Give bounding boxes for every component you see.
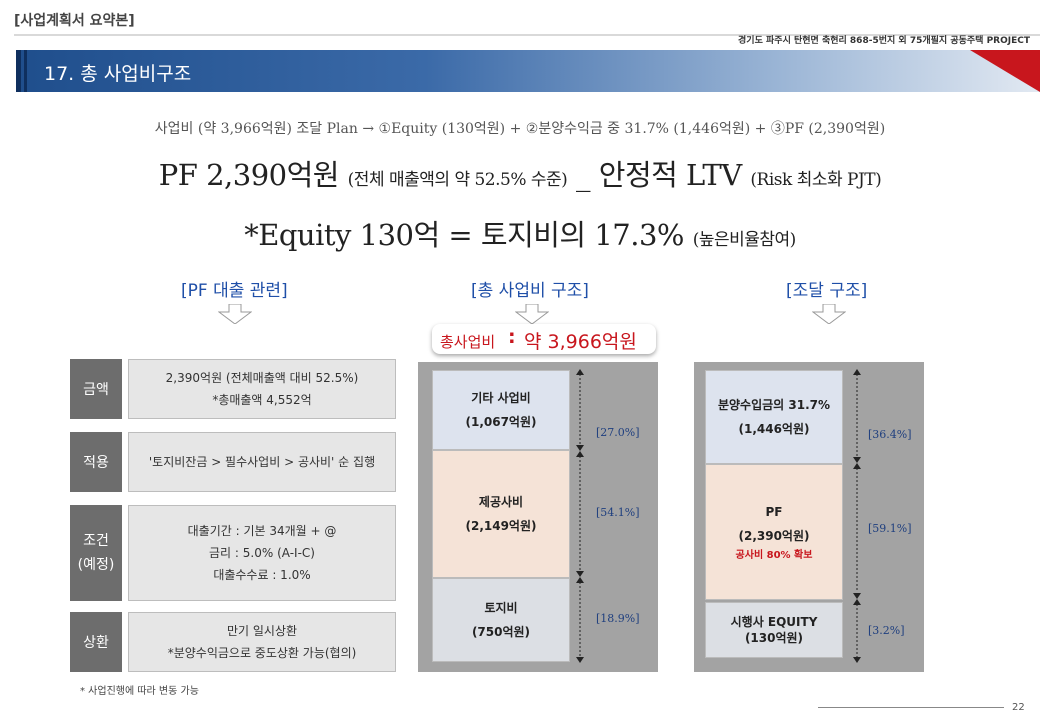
line2-main: PF 2,390억원 <box>158 158 340 192</box>
pf-row-label: 적용 <box>70 432 122 492</box>
section-total: [총 사업비 구조] <box>471 281 589 301</box>
line3-sub: (높은비율참여) <box>692 230 797 250</box>
total-badge-label: 총사업비 <box>440 333 496 351</box>
funding-span-arrows <box>853 369 861 663</box>
cost-block-other: 기타 사업비 (1,067억원) <box>432 370 570 450</box>
cost-span-arrows <box>576 369 584 663</box>
pf-row-label: 상환 <box>70 612 122 672</box>
page-number: 22 <box>1012 702 1025 713</box>
page-title: 17. 총 사업비구조 <box>44 63 192 85</box>
down-arrow-icon <box>515 304 549 324</box>
pf-row-content: 2,390억원 (전체매출액 대비 52.5%) *총매출액 4,552억 <box>128 359 396 419</box>
summary-line-1: 사업비 (약 3,966억원) 조달 Plan → ①Equity (130억원… <box>154 121 886 137</box>
cost-pct: [18.9%] <box>596 612 640 625</box>
funding-pct: [59.1%] <box>868 522 912 535</box>
funding-pct: [36.4%] <box>868 428 912 441</box>
cost-block-construction: 제공사비 (2,149억원) <box>432 450 570 578</box>
pf-row-content: '토지비잔금 > 필수사업비 > 공사비' 순 집행 <box>128 432 396 492</box>
project-name: 경기도 파주시 탄현면 축현리 868-5번지 외 75개필지 공동주택 PRO… <box>738 36 1030 46</box>
line2-mid: _ 안정적 LTV <box>567 158 751 192</box>
line2-sub2: (Risk 최소화 PJT) <box>750 170 882 190</box>
pf-row-label: 금액 <box>70 359 122 419</box>
cost-pct: [54.1%] <box>596 506 640 519</box>
banner-red-corner <box>970 50 1040 92</box>
down-arrow-icon <box>812 304 846 324</box>
pf-row-label: 조건 (예정) <box>70 505 122 601</box>
document-tag: [사업계획서 요약본] <box>14 13 135 29</box>
banner-accent-2 <box>24 50 27 92</box>
total-badge-value: 약 3,966억원 <box>524 331 637 353</box>
banner-accent <box>16 50 21 92</box>
funding-block-presale: 분양수입금의 31.7% (1,446억원) <box>705 370 843 464</box>
section-funding: [조달 구조] <box>786 281 868 301</box>
down-arrow-icon <box>218 304 252 324</box>
line3-main: *Equity 130억 = 토지비의 17.3% <box>244 218 693 252</box>
summary-line-2: PF 2,390억원 (전체 매출액의 약 52.5% 수준) _ 안정적 LT… <box>0 152 1040 194</box>
pf-row-content: 만기 일시상환 *분양수익금으로 중도상환 가능(협의) <box>128 612 396 672</box>
funding-pct: [3.2%] <box>868 624 905 637</box>
section-pf: [PF 대출 관련] <box>181 281 288 301</box>
footnote: * 사업진행에 따라 변동 가능 <box>80 686 199 697</box>
line2-sub1: (전체 매출액의 약 52.5% 수준) <box>347 170 568 190</box>
total-badge-colon: : <box>508 326 516 348</box>
funding-block-equity: 시행사 EQUITY (130억원) <box>705 602 843 658</box>
title-banner <box>16 50 1040 92</box>
summary-line-3: *Equity 130억 = 토지비의 17.3% (높은비율참여) <box>0 212 1040 254</box>
header-divider <box>14 34 1040 36</box>
funding-block-pf: PF (2,390억원) 공사비 80% 확보 <box>705 464 843 600</box>
pf-row-content: 대출기간 : 기본 34개월 + @ 금리 : 5.0% (A-I-C) 대출수… <box>128 505 396 601</box>
total-cost-badge: 총사업비 : 약 3,966억원 <box>432 324 656 354</box>
footer-divider <box>818 707 1004 708</box>
cost-pct: [27.0%] <box>596 426 640 439</box>
cost-block-land: 토지비 (750억원) <box>432 578 570 662</box>
